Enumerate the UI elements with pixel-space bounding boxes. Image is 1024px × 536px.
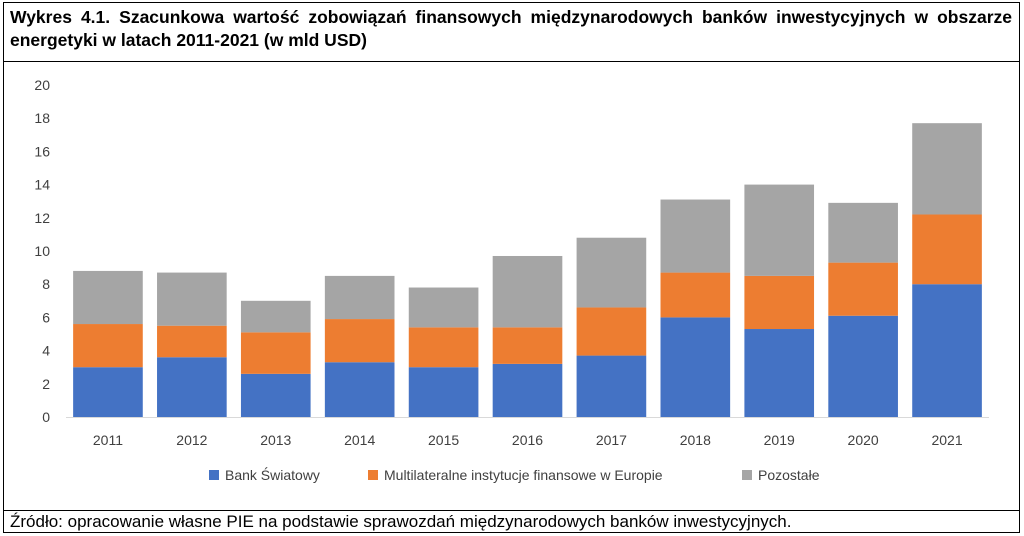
y-tick-label: 4	[42, 343, 50, 359]
bar-2012-series-3	[157, 272, 227, 326]
bar-2012-series-1	[157, 357, 227, 417]
source-note: Źródło: opracowanie własne PIE na podsta…	[10, 512, 792, 531]
legend-label: Multilateralne instytucje finansowe w Eu…	[384, 467, 663, 483]
bar-2017-series-3	[576, 237, 647, 308]
bar-2014-series-1	[324, 362, 395, 417]
bar-2019-series-3	[744, 184, 815, 276]
y-tick-label: 10	[34, 243, 50, 259]
bar-2013-series-3	[240, 300, 311, 333]
bar-2011-series-1	[73, 367, 143, 417]
x-axis: 2011 2012 2013 2014 2015 2016 2017 2018 2019 2020…	[66, 417, 989, 448]
legend-swatch	[209, 470, 219, 480]
bar-2020-series-3	[828, 202, 898, 263]
bar-2019-series-2	[744, 275, 815, 330]
x-tick-label: 2012	[176, 432, 207, 448]
x-tick-label: 2011	[93, 432, 123, 448]
y-tick-label: 18	[34, 110, 50, 126]
y-tick-label: 16	[34, 143, 50, 159]
y-tick-label: 0	[42, 409, 50, 425]
bar-2014-series-2	[324, 319, 395, 363]
x-tick-label: 2013	[260, 432, 291, 448]
bar-2021-series-2	[912, 214, 982, 285]
y-tick-label: 14	[34, 177, 50, 193]
bar-2017-series-1	[576, 355, 647, 417]
figure-frame: Wykres 4.1. Szacunkowa wartość zobowiąza…	[3, 2, 1020, 533]
bars	[73, 123, 982, 417]
x-tick-label: 2019	[764, 432, 795, 448]
legend: Bank Światowy Multilateralne instytucje f…	[209, 466, 820, 483]
bar-2011-series-3	[73, 270, 143, 325]
bar-2021-series-1	[912, 284, 982, 417]
bar-2018-series-1	[660, 317, 731, 417]
bar-2021-series-3	[912, 123, 982, 215]
x-tick-label: 2015	[428, 432, 459, 448]
x-tick-label: 2017	[596, 432, 627, 448]
x-tick-label: 2021	[931, 432, 962, 448]
bar-2020-series-2	[828, 262, 898, 316]
x-tick-label: 2020	[848, 432, 879, 448]
bar-2015-series-1	[408, 367, 479, 417]
legend-label: Pozostałe	[758, 467, 820, 483]
bar-2011-series-2	[73, 324, 143, 368]
bar-2016-series-1	[492, 363, 563, 417]
y-tick-label: 6	[42, 309, 50, 325]
bar-2018-series-2	[660, 272, 731, 318]
y-tick-label: 12	[34, 210, 50, 226]
y-axis: 0 2 4 6 8 10 12 14 16 18 20	[34, 77, 50, 425]
bar-2014-series-3	[324, 275, 395, 320]
bar-2016-series-2	[492, 327, 563, 364]
bar-2015-series-2	[408, 327, 479, 368]
x-tick-label: 2014	[344, 432, 375, 448]
bar-2013-series-1	[240, 373, 311, 417]
bar-2012-series-2	[157, 325, 227, 358]
bar-2018-series-3	[660, 199, 731, 273]
bar-2020-series-1	[828, 315, 898, 417]
y-tick-label: 2	[42, 376, 50, 392]
bar-2013-series-2	[240, 332, 311, 374]
y-tick-label: 20	[34, 77, 50, 93]
bar-2017-series-2	[576, 307, 647, 356]
legend-swatch	[368, 470, 378, 480]
bar-2019-series-1	[744, 329, 815, 417]
y-tick-label: 8	[42, 276, 50, 292]
chart-area: 0 2 4 6 8 10 12 14 16 18 20 2011 2012 2013 2014 2015 20…	[4, 61, 1019, 511]
x-tick-label: 2016	[512, 432, 543, 448]
legend-swatch	[742, 470, 752, 480]
legend-label: Bank Światowy	[225, 466, 320, 483]
x-tick-label: 2018	[680, 432, 711, 448]
bar-2015-series-3	[408, 287, 479, 328]
bar-2016-series-3	[492, 255, 563, 328]
chart-title: Wykres 4.1. Szacunkowa wartość zobowiąza…	[10, 7, 1012, 50]
